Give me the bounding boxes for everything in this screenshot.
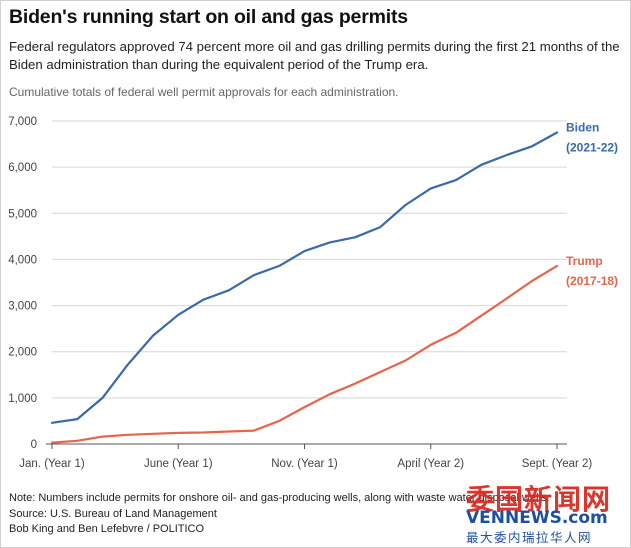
series-label-trump: Trump (566, 254, 603, 268)
x-tick-label: April (Year 2) (397, 458, 464, 470)
watermark-tagline: 最大委内瑞拉华人网 (466, 530, 593, 545)
footer-source: Source: U.S. Bureau of Land Management (9, 507, 217, 520)
x-tick-label: Jan. (Year 1) (19, 458, 85, 470)
series-line-trump (50, 264, 559, 444)
footer-note: Note: Numbers include permits for onshor… (9, 492, 550, 504)
footer-credit: Bob King and Ben Lefebvre / POLITICO (9, 523, 205, 536)
chart-caption: Cumulative totals of federal well permit… (9, 85, 399, 99)
y-tick-label: 4,000 (8, 254, 37, 266)
series-line-biden (50, 131, 559, 424)
site-watermark: 委国新闻网 VENNEWS.com 最大委内瑞拉华人网 (466, 478, 626, 545)
y-tick-label: 5,000 (8, 208, 37, 220)
chart-title: Biden's running start on oil and gas per… (9, 6, 408, 28)
y-tick-label: 2,000 (8, 347, 37, 359)
y-tick-label: 7,000 (8, 116, 37, 128)
y-tick-label: 1,000 (8, 393, 37, 405)
x-tick-label: Sept. (Year 2) (522, 458, 593, 470)
series-label-years-trump: (2017-18) (566, 274, 618, 288)
y-tick-label: 0 (31, 439, 37, 451)
watermark-logo-text: 委国新闻网 (466, 483, 612, 516)
chart-subtitle: Federal regulators approved 74 percent m… (9, 39, 620, 72)
x-tick-label: Nov. (Year 1) (271, 458, 338, 470)
y-tick-label: 3,000 (8, 301, 37, 313)
x-tick-label: June (Year 1) (144, 458, 213, 470)
series-label-biden: Biden (566, 121, 599, 135)
chart-footer: Note: Numbers include permits for onshor… (9, 491, 619, 538)
y-tick-label: 6,000 (8, 162, 37, 174)
series-label-years-biden: (2021-22) (566, 141, 618, 155)
watermark-domain: VENNEWS.com (466, 508, 608, 528)
